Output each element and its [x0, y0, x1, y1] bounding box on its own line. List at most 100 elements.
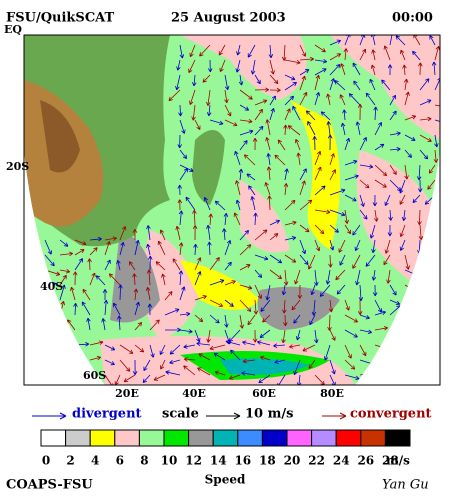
wind-arrow [193, 243, 198, 256]
wind-arrow [399, 179, 406, 194]
wind-arrow [146, 243, 151, 256]
wind-arrow [192, 225, 198, 241]
wind-arrow [145, 286, 151, 301]
colorbar-cell [360, 429, 386, 447]
wind-arrow [265, 284, 271, 301]
wind-arrow [399, 239, 406, 251]
wind-arrow [191, 74, 197, 87]
wind-arrow [434, 334, 440, 346]
wind-arrow [269, 95, 276, 106]
wind-arrow [104, 259, 111, 271]
wind-arrow [416, 303, 422, 316]
wind-arrow [269, 254, 283, 264]
wind-arrow [326, 121, 332, 136]
wind-arrow [355, 269, 361, 286]
wind-arrow [359, 329, 372, 335]
wind-arrow [241, 371, 256, 376]
colorbar-cell [311, 429, 337, 447]
wind-arrow [194, 119, 201, 130]
wind-arrow [73, 303, 78, 316]
wind-arrow [434, 119, 440, 125]
wind-arrow [183, 357, 196, 362]
wind-arrow [344, 194, 357, 202]
wind-arrow [224, 119, 238, 127]
wind-arrow [299, 69, 310, 76]
colorbar-cell [237, 429, 263, 447]
wind-arrow [235, 199, 241, 211]
wind-arrow [159, 229, 166, 241]
wind-arrow [175, 225, 181, 241]
wind-arrow [311, 299, 317, 316]
wind-arrow [430, 209, 436, 224]
map-frame [23, 34, 441, 386]
wind-arrow [283, 124, 288, 136]
wind-arrow [340, 63, 346, 76]
wind-arrow [74, 239, 87, 246]
divergent-arrow [59, 412, 67, 420]
colorbar-label: 0 [42, 454, 50, 468]
colorbar-cell [212, 429, 239, 447]
wind-arrow [219, 59, 226, 73]
wind-arrow [416, 317, 422, 331]
wind-arrow [104, 344, 116, 351]
wind-arrow [176, 59, 181, 71]
wind-arrow [299, 239, 307, 255]
wind-arrow [179, 149, 188, 159]
wind-arrow [165, 370, 181, 376]
date: 25 August 2003 [171, 11, 286, 26]
wind-arrow [429, 35, 436, 46]
footer-right: Yan Gu [382, 478, 429, 493]
wind-arrow [148, 255, 153, 271]
wind-arrow [159, 344, 166, 355]
wind-arrow [365, 254, 376, 267]
wind-arrow [243, 154, 256, 166]
wind-arrow [177, 199, 183, 211]
wind-arrow [224, 74, 230, 91]
wind-arrow [239, 89, 253, 100]
wind-arrow [108, 273, 121, 286]
wind-arrow [339, 254, 346, 266]
lat-label: EQ [4, 23, 22, 36]
wind-arrow [299, 75, 306, 91]
wind-arrow [419, 78, 430, 91]
wind-arrow [404, 115, 417, 121]
wind-arrow [194, 257, 202, 271]
wind-arrow [164, 291, 173, 301]
wind-arrow [89, 236, 102, 242]
wind-arrow [399, 194, 406, 205]
wind-arrow [369, 224, 376, 239]
colorbar-title: Speed [205, 473, 246, 487]
wind-arrow [101, 318, 106, 331]
wind-arrow [260, 355, 271, 361]
wind-arrow [434, 357, 440, 363]
wind-arrow [359, 179, 370, 189]
wind-arrow [419, 134, 432, 142]
colorbar-label: 12 [185, 454, 202, 468]
wind-arrow [254, 74, 261, 85]
wind-arrow [371, 239, 376, 254]
wind-arrow [339, 94, 346, 106]
wind-arrow [384, 239, 391, 254]
wind-arrow [336, 284, 346, 295]
wind-arrow [103, 299, 109, 316]
wind-arrow [59, 371, 75, 376]
wind-arrow [373, 209, 379, 222]
wind-arrow [283, 314, 288, 327]
wind-arrow [412, 50, 421, 61]
colorbar-label: 10 [161, 454, 178, 468]
wind-arrow [329, 39, 342, 46]
colorbar-cell [163, 429, 190, 447]
wind-arrow [119, 344, 134, 354]
colorbar-cell [89, 429, 116, 447]
wind-arrow [235, 180, 241, 196]
wind-arrow [314, 68, 327, 76]
wind-arrow [179, 311, 191, 317]
wind-arrow [179, 164, 194, 172]
wind-arrow [344, 374, 360, 381]
colorbar-cell [40, 429, 67, 447]
wind-arrow [418, 224, 424, 240]
wind-arrow [254, 87, 270, 92]
wind-arrow [404, 289, 415, 301]
wind-arrow [419, 269, 431, 275]
wind-arrow [344, 209, 349, 224]
